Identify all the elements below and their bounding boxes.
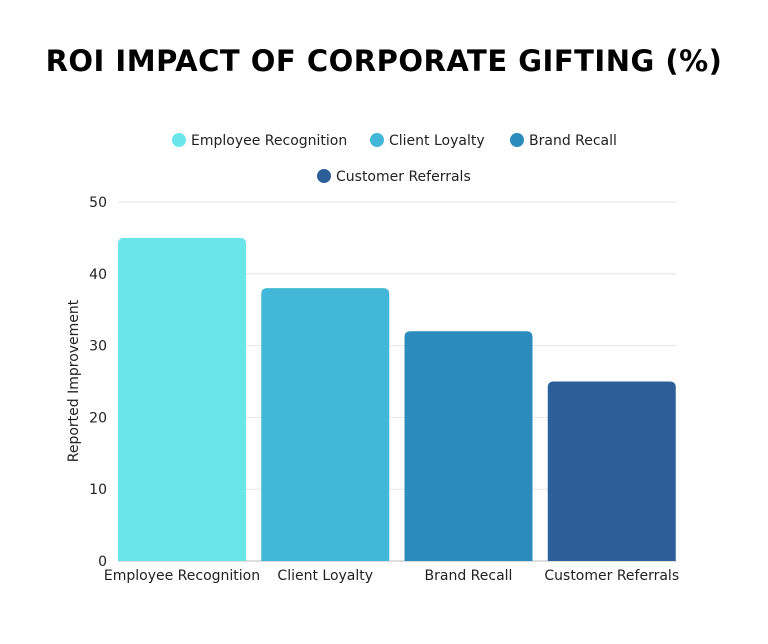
y-tick-label: 30 (89, 339, 107, 355)
y-tick-label: 50 (89, 195, 107, 211)
chart-title: ROI IMPACT OF CORPORATE GIFTING (%) (45, 44, 723, 78)
legend-label: Employee Recognition (191, 133, 347, 149)
bar (261, 288, 390, 561)
legend-marker (510, 133, 524, 147)
legend-marker (172, 133, 186, 147)
y-axis-label: Reported Improvement (66, 299, 82, 462)
y-tick-label: 10 (89, 482, 107, 498)
legend-label: Client Loyalty (389, 133, 485, 149)
bar (404, 331, 533, 561)
legend-marker (370, 133, 384, 147)
bar (118, 237, 246, 561)
y-tick-label: 20 (89, 410, 107, 426)
bar (547, 381, 676, 561)
legend-label: Customer Referrals (336, 169, 471, 185)
x-tick-label: Client Loyalty (277, 568, 373, 584)
legend-label: Brand Recall (529, 133, 617, 149)
x-tick-label: Customer Referrals (544, 568, 679, 584)
legend-marker (317, 169, 331, 183)
y-tick-label: 0 (98, 554, 107, 570)
x-tick-label: Brand Recall (425, 568, 513, 584)
y-tick-label: 40 (89, 267, 107, 283)
x-tick-label: Employee Recognition (104, 568, 260, 584)
